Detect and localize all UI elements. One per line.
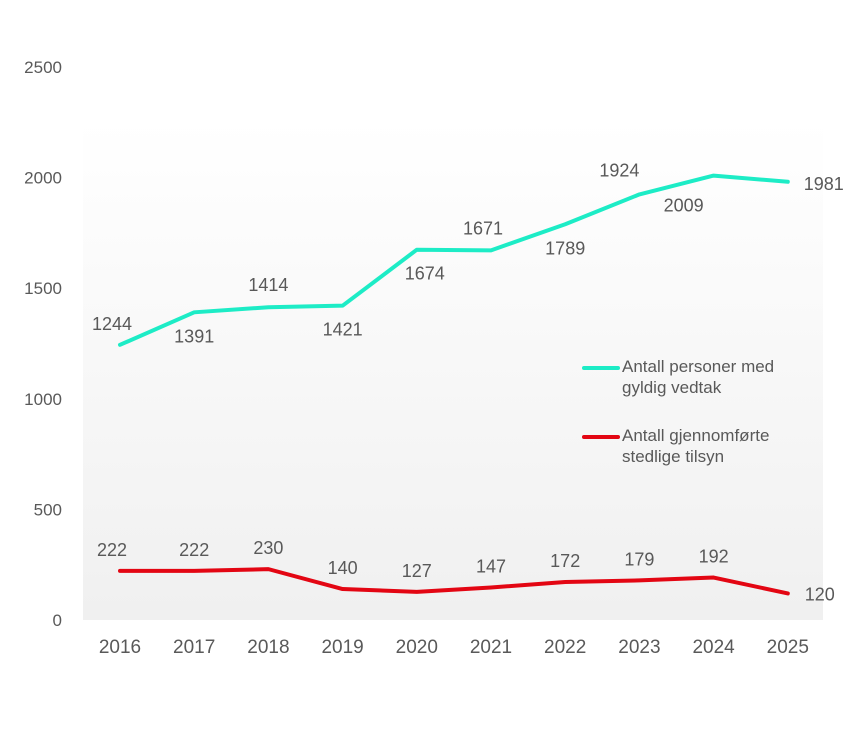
data-label: 1391 (174, 326, 214, 346)
y-tick-label: 0 (53, 611, 62, 630)
data-label: 1671 (463, 218, 503, 238)
x-tick-label: 2020 (396, 637, 438, 658)
data-label: 1924 (599, 160, 639, 180)
data-label: 222 (179, 540, 209, 560)
data-label: 1789 (545, 238, 585, 258)
series-line-0 (118, 173, 790, 347)
x-tick-label: 2023 (618, 637, 660, 658)
data-label: 2009 (664, 196, 704, 216)
data-label: 192 (699, 547, 729, 567)
data-label: 1981 (804, 174, 844, 194)
x-tick-label: 2025 (767, 637, 809, 658)
data-label: 1414 (248, 275, 288, 295)
x-tick-label: 2022 (544, 637, 586, 658)
data-label: 222 (97, 540, 127, 560)
y-tick-label: 500 (34, 500, 62, 519)
x-tick-label: 2024 (692, 637, 735, 658)
data-label: 1421 (323, 320, 363, 340)
data-label: 147 (476, 556, 506, 576)
x-tick-label: 2021 (470, 637, 512, 658)
y-tick-label: 1000 (24, 390, 62, 409)
data-label: 127 (402, 561, 432, 581)
legend-swatch (582, 435, 620, 439)
x-tick-label: 2019 (321, 637, 363, 658)
x-tick-label: 2016 (99, 637, 141, 658)
data-label: 179 (624, 549, 654, 569)
plot-area (83, 120, 823, 620)
x-tick-label: 2018 (247, 637, 289, 658)
data-label: 1674 (405, 264, 445, 284)
legend-item-tilsyn: Antall gjennomførte stedlige tilsyn (582, 425, 822, 467)
x-tick-label: 2017 (173, 637, 215, 658)
data-label: 140 (328, 558, 358, 578)
data-label: 230 (253, 538, 283, 558)
data-label: 120 (805, 584, 835, 604)
series-line-1 (118, 567, 790, 596)
legend-label: Antall personer med gyldig vedtak (622, 357, 775, 397)
y-tick-label: 2000 (24, 169, 62, 188)
y-tick-label: 2500 (24, 58, 62, 77)
data-label: 1244 (92, 314, 132, 334)
legend-item-vedtak: Antall personer med gyldig vedtak (582, 356, 822, 398)
legend-swatch (582, 366, 620, 370)
y-tick-label: 1500 (24, 279, 62, 298)
data-label: 172 (550, 551, 580, 571)
legend-label: Antall gjennomførte stedlige tilsyn (622, 426, 770, 466)
